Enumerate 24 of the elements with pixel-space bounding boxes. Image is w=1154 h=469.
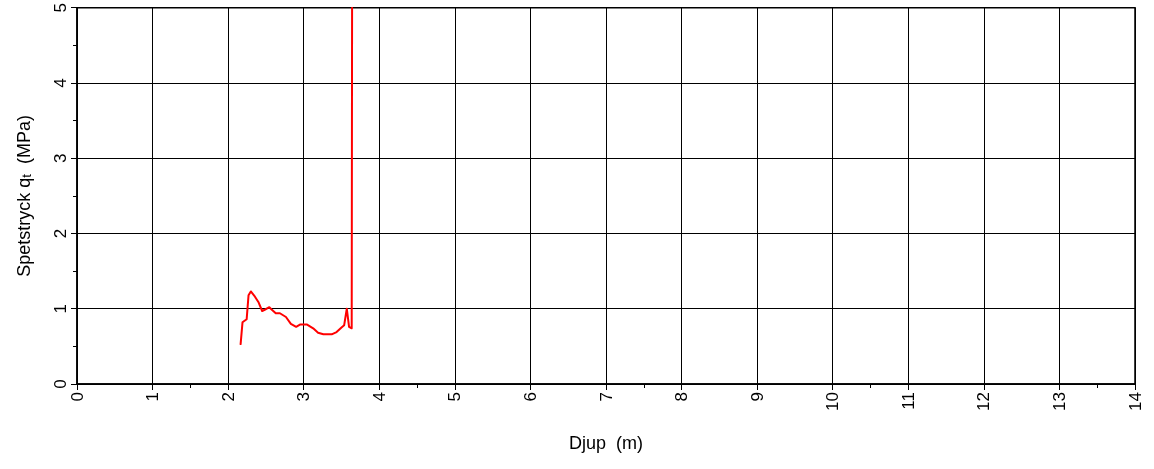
x-axis-title: Djup (m)	[568, 433, 644, 453]
y-tick-label: 5	[51, 2, 70, 13]
x-tick-label: 8	[672, 392, 692, 402]
x-tick-label: 12	[974, 392, 994, 411]
x-tick-label: 4	[369, 392, 389, 402]
y-tick-label: 1	[51, 304, 70, 314]
x-tick-label: 9	[747, 392, 767, 402]
y-tick-label: 2	[51, 228, 70, 239]
x-tick-label: 14	[1125, 392, 1145, 411]
x-tick-label: 13	[1049, 392, 1069, 411]
x-tick-label: 7	[596, 392, 616, 402]
x-tick-label: 0	[67, 392, 87, 402]
line-series	[239, 6, 354, 346]
y-tick-label: 3	[51, 153, 70, 163]
x-tick-label: 6	[520, 392, 540, 402]
x-tick-label: 10	[823, 392, 843, 411]
x-tick-label: 5	[445, 392, 465, 402]
x-tick-label: 1	[143, 392, 163, 402]
y-axis-title: Spetstryck qt (MPa)	[14, 115, 34, 277]
y-tick-label: 0	[51, 379, 70, 389]
y-tick-label: 4	[51, 78, 70, 88]
x-tick-label: 2	[218, 392, 238, 402]
x-tick-label: 3	[294, 392, 314, 402]
x-tick-label: 11	[898, 392, 918, 410]
